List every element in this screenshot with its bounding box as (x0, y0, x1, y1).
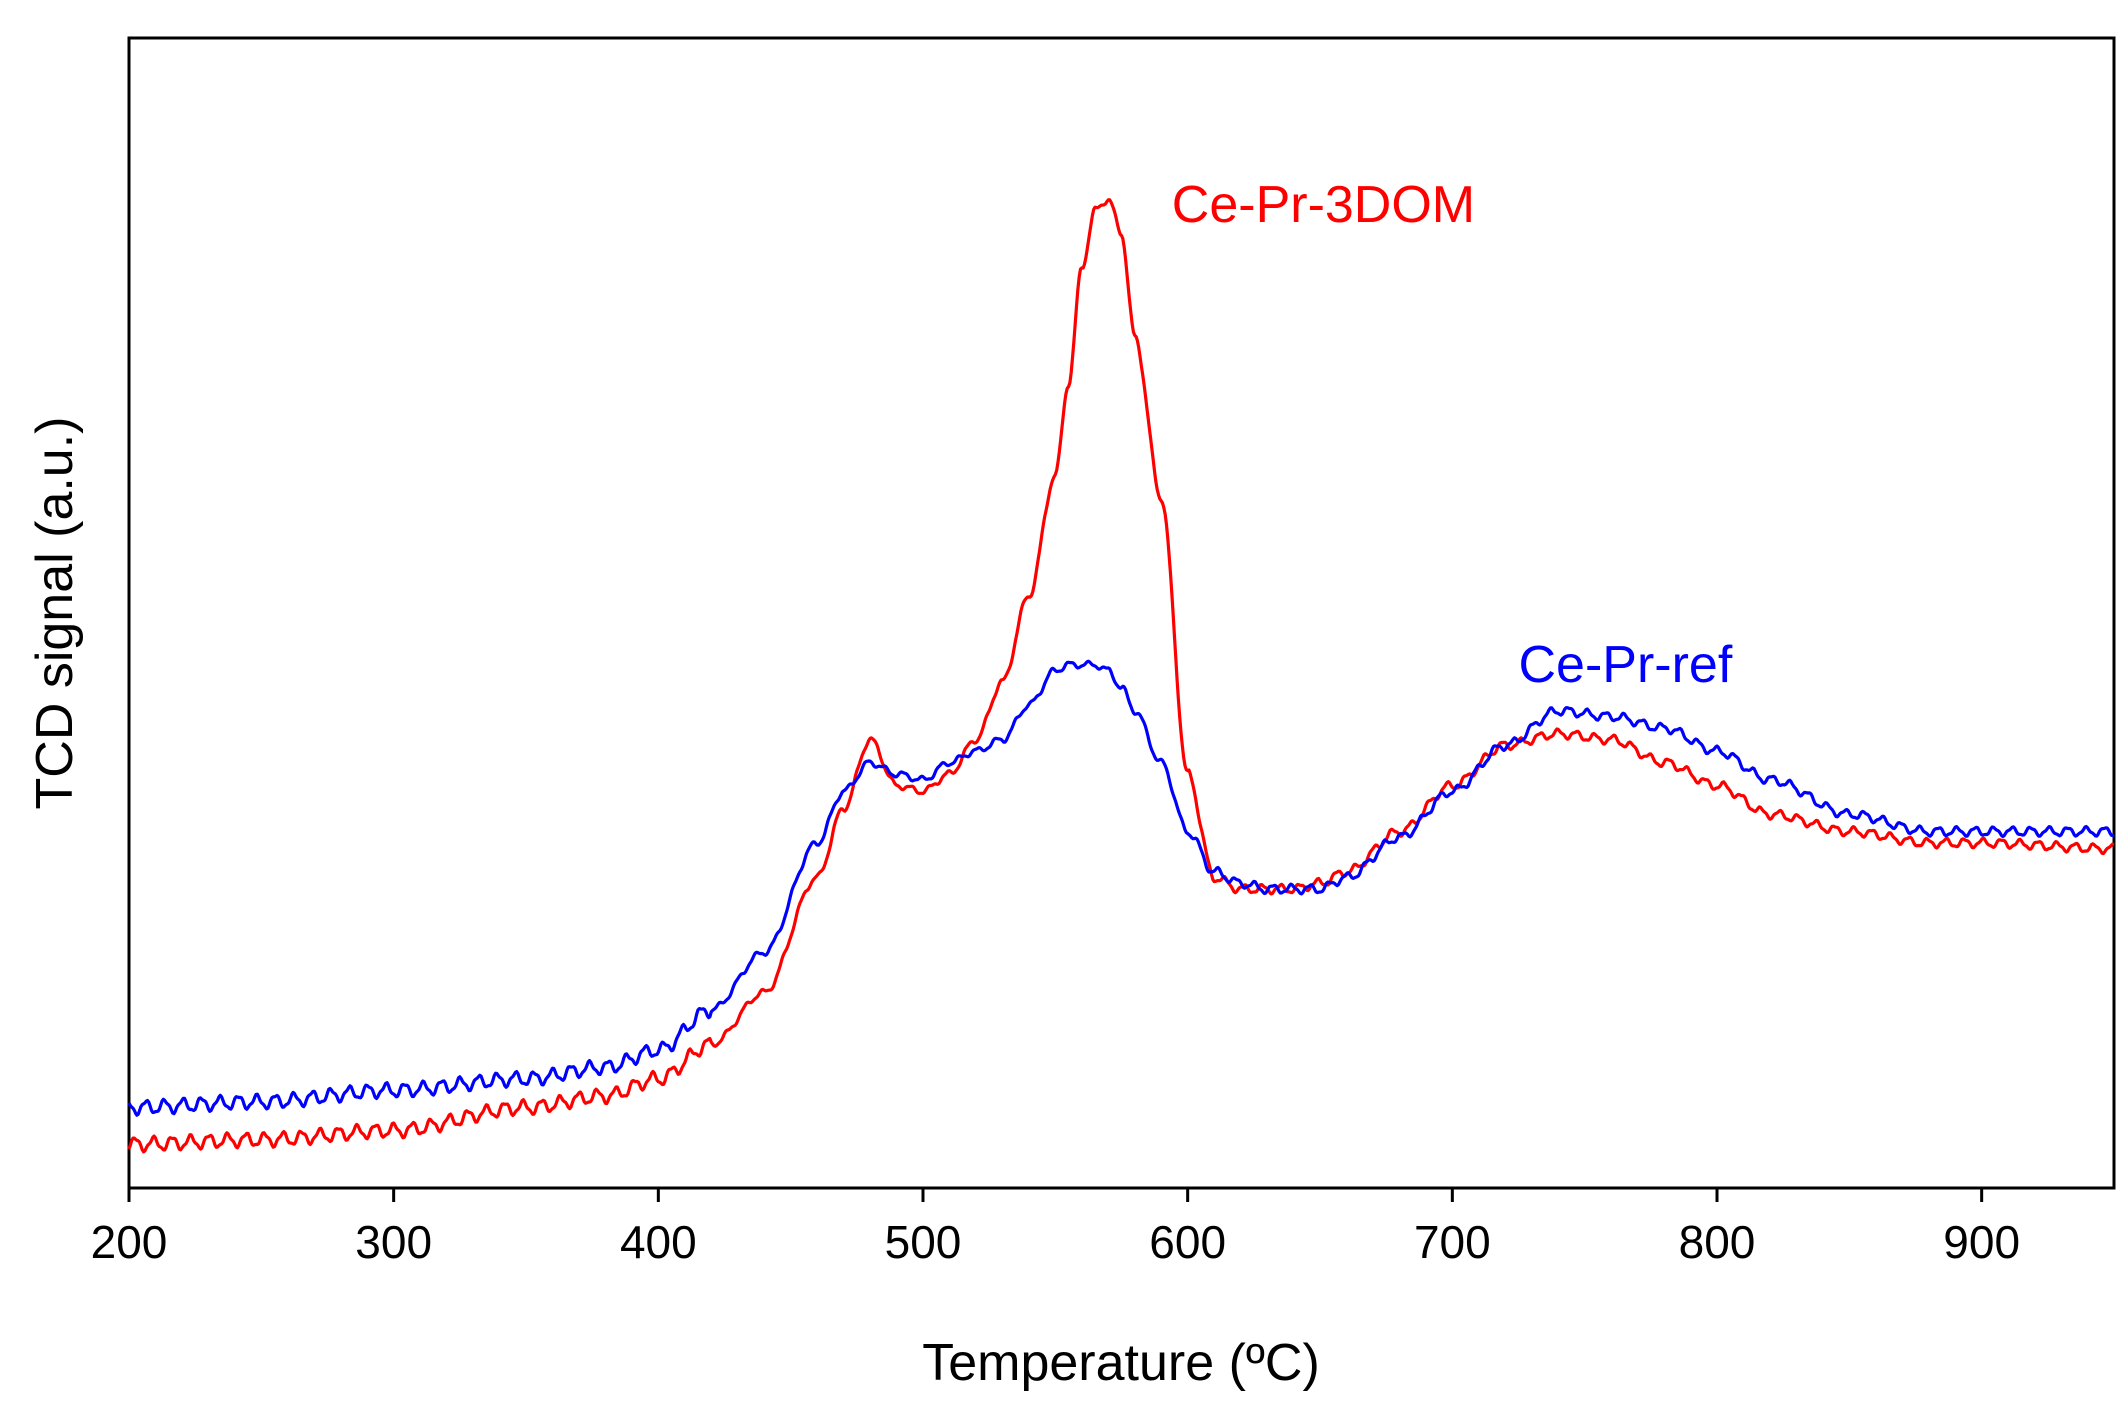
x-tick-label: 200 (91, 1216, 168, 1268)
series-line-ce-pr-ref (127, 659, 2115, 1117)
x-tick-label: 300 (355, 1216, 432, 1268)
series-line-ce-pr-3dom (127, 198, 2115, 1154)
x-tick-label: 900 (1943, 1216, 2020, 1268)
x-tick-label: 400 (620, 1216, 697, 1268)
x-tick-label: 500 (885, 1216, 962, 1268)
x-axis-label: Temperature (ºC) (922, 1334, 1320, 1392)
series-label-ce-pr-ref: Ce-Pr-ref (1519, 636, 1733, 694)
series-labels: Ce-Pr-3DOM Ce-Pr-ref (1172, 176, 1733, 694)
series-layer (127, 198, 2115, 1154)
x-tick-label: 800 (1679, 1216, 1756, 1268)
x-axis-ticks: 200 300 400 500 600 700 800 900 (91, 1188, 2020, 1268)
x-tick-label: 600 (1149, 1216, 1226, 1268)
plot-area-frame (127, 36, 2116, 1190)
series-label-ce-pr-3dom: Ce-Pr-3DOM (1172, 176, 1475, 234)
y-axis-label: TCD signal (a.u.) (26, 417, 84, 810)
x-tick-label: 700 (1414, 1216, 1491, 1268)
